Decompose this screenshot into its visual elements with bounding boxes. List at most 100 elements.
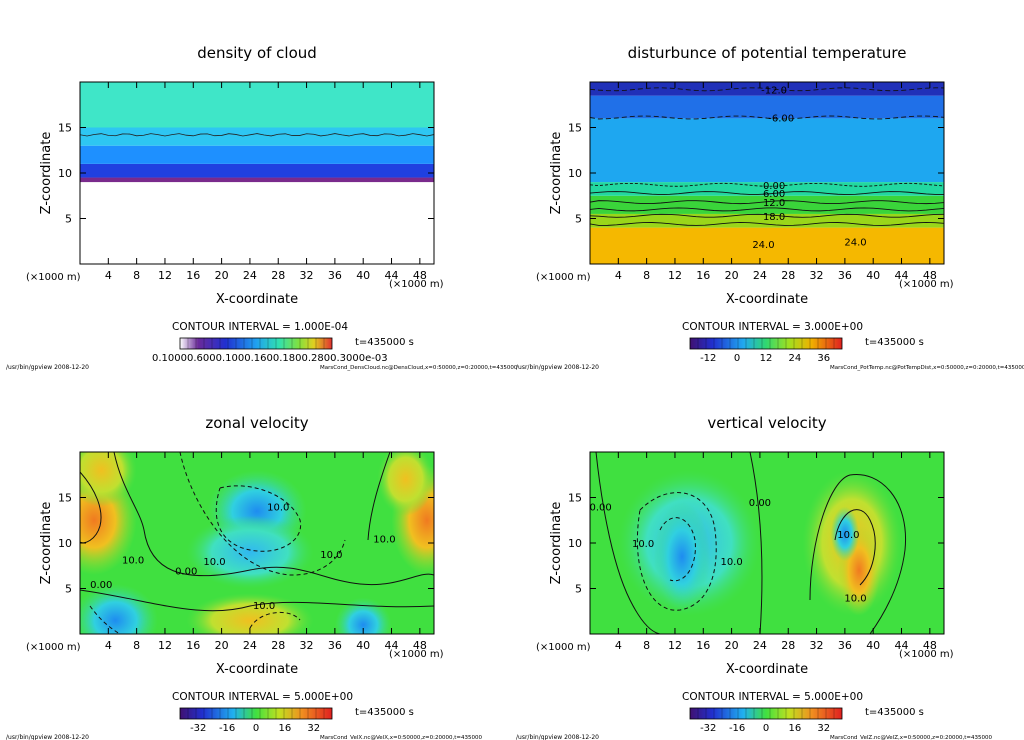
contour-dashed-2 bbox=[179, 452, 346, 576]
colorbar-label: 24 bbox=[789, 353, 802, 364]
footer-right: MarsCond_VelZ.nc@VelZ,x=0:50000,z=0:2000… bbox=[830, 735, 993, 740]
footer-right: MarsCond_VelX.nc@VelX,x=0:50000,z=0:2000… bbox=[320, 735, 483, 740]
y-axis-label: Z-coordinate bbox=[549, 132, 564, 215]
footer-right: MarsCond_PotTemp.nc@PotTempDist,x=0:5000… bbox=[830, 365, 1024, 371]
x-axis-label: X-coordinate bbox=[216, 292, 298, 307]
y-tick-label: 10 bbox=[568, 167, 582, 180]
x-axis-label: X-coordinate bbox=[726, 662, 808, 677]
y-tick-label: 15 bbox=[568, 492, 582, 505]
x-axis-label: X-coordinate bbox=[216, 662, 298, 677]
contour-interval: CONTOUR INTERVAL = 5.000E+00 bbox=[172, 691, 353, 703]
x-tick-label: 48 bbox=[413, 639, 427, 652]
x-tick-label: 20 bbox=[725, 269, 739, 282]
x-tick-label: 12 bbox=[668, 639, 682, 652]
x-tick-label: 36 bbox=[328, 639, 342, 652]
colorbar-label: 16 bbox=[789, 723, 802, 734]
field-cell-6 bbox=[186, 593, 314, 634]
contour-line-1 bbox=[590, 87, 944, 92]
time-label: t=435000 s bbox=[355, 337, 414, 348]
colorbar-label: 16 bbox=[279, 723, 292, 734]
x-tick-label: 8 bbox=[643, 639, 650, 652]
x-tick-label: 32 bbox=[300, 639, 314, 652]
colorbar-label: -12 bbox=[700, 353, 716, 364]
plot-field bbox=[590, 82, 944, 264]
colorbar bbox=[179, 707, 333, 720]
chart-panel-2: disturbunce of potential temperature -12.… bbox=[516, 44, 1024, 371]
footer-right: MarsCond_DensCloud.nc@DensCloud,x=0:5000… bbox=[320, 365, 518, 371]
x-unit-label-right: (×1000 m) bbox=[899, 279, 954, 290]
x-tick-label: 40 bbox=[356, 639, 370, 652]
x-tick-label: 12 bbox=[158, 269, 172, 282]
contour-label: 10.0 bbox=[320, 550, 342, 561]
contour-label: 0.00 bbox=[90, 580, 112, 591]
x-tick-label: 40 bbox=[866, 639, 880, 652]
contour-label: 10.0 bbox=[203, 557, 225, 568]
field-band-1 bbox=[590, 227, 944, 264]
contour-label: 10.0 bbox=[720, 557, 742, 568]
x-tick-label: 44 bbox=[385, 639, 399, 652]
x-unit-label-right: (×1000 m) bbox=[899, 649, 954, 660]
x-unit-label-left: (×1000 m) bbox=[536, 272, 591, 283]
footer-left: /usr/bin/gpview 2008-12-20 bbox=[6, 734, 89, 740]
field-band-2 bbox=[80, 163, 434, 178]
contour-label: 10.0 bbox=[267, 503, 289, 514]
y-axis-label: Z-coordinate bbox=[39, 132, 54, 215]
field-band-3 bbox=[590, 195, 944, 214]
time-label: t=435000 s bbox=[865, 707, 924, 718]
x-tick-label: 48 bbox=[413, 269, 427, 282]
contour-interval: CONTOUR INTERVAL = 3.000E+00 bbox=[682, 321, 863, 333]
x-tick-label: 36 bbox=[328, 269, 342, 282]
contour-label: 10.0 bbox=[253, 601, 275, 612]
y-tick-label: 15 bbox=[58, 122, 72, 135]
field-cell-9 bbox=[334, 597, 392, 634]
x-tick-label: 24 bbox=[753, 639, 767, 652]
x-tick-label: 12 bbox=[158, 639, 172, 652]
x-unit-label-left: (×1000 m) bbox=[536, 642, 591, 653]
x-tick-label: 44 bbox=[895, 269, 909, 282]
x-tick-label: 16 bbox=[186, 269, 200, 282]
colorbar-label: -16 bbox=[729, 723, 745, 734]
x-tick-label: 24 bbox=[753, 269, 767, 282]
x-tick-label: 16 bbox=[696, 639, 710, 652]
y-tick-label: 15 bbox=[568, 122, 582, 135]
chart-title: zonal velocity bbox=[205, 414, 308, 432]
chart-title: vertical velocity bbox=[707, 414, 826, 432]
x-tick-label: 8 bbox=[133, 639, 140, 652]
colorbar-label: 0 bbox=[253, 723, 259, 734]
contour-dashed-2 bbox=[659, 517, 696, 582]
contour-interval: CONTOUR INTERVAL = 5.000E+00 bbox=[682, 691, 863, 703]
y-tick-label: 5 bbox=[65, 213, 72, 226]
contour-label: 10.0 bbox=[122, 555, 144, 566]
x-unit-label-right: (×1000 m) bbox=[389, 649, 444, 660]
contour-line-1 bbox=[595, 452, 661, 634]
chart-panel-4: vertical velocity 0.00 10.0 10.0 0.00 10.0 10.… bbox=[516, 414, 993, 740]
field-cell-3 bbox=[80, 583, 158, 634]
x-unit-label-left: (×1000 m) bbox=[26, 272, 81, 283]
contour-label: 18.0 bbox=[763, 212, 785, 223]
chart-title: disturbunce of potential temperature bbox=[628, 44, 907, 62]
colorbar-label: 32 bbox=[817, 723, 830, 734]
contour-label: 6.00 bbox=[763, 189, 785, 200]
contour-line-7 bbox=[590, 213, 944, 218]
contour-line-8 bbox=[590, 222, 944, 226]
contour-line-3 bbox=[809, 473, 907, 634]
chart-title: density of cloud bbox=[197, 44, 317, 62]
field-cell-5 bbox=[830, 506, 860, 562]
field-band-4 bbox=[590, 182, 944, 196]
contour-label: 0.00 bbox=[763, 181, 785, 192]
field-band-1 bbox=[80, 177, 434, 183]
field-band-5 bbox=[80, 82, 434, 128]
x-tick-label: 36 bbox=[838, 639, 852, 652]
x-tick-label: 40 bbox=[866, 269, 880, 282]
contour-label: 10.0 bbox=[373, 534, 395, 545]
x-tick-label: 4 bbox=[105, 269, 112, 282]
y-tick-label: 5 bbox=[575, 213, 582, 226]
field-band-5 bbox=[590, 118, 944, 183]
time-label: t=435000 s bbox=[865, 337, 924, 348]
y-axis-label: Z-coordinate bbox=[549, 502, 564, 585]
contour-label: 10.0 bbox=[632, 539, 654, 550]
y-axis-label: Z-coordinate bbox=[39, 502, 54, 585]
contour-label: 0.00 bbox=[589, 503, 611, 514]
